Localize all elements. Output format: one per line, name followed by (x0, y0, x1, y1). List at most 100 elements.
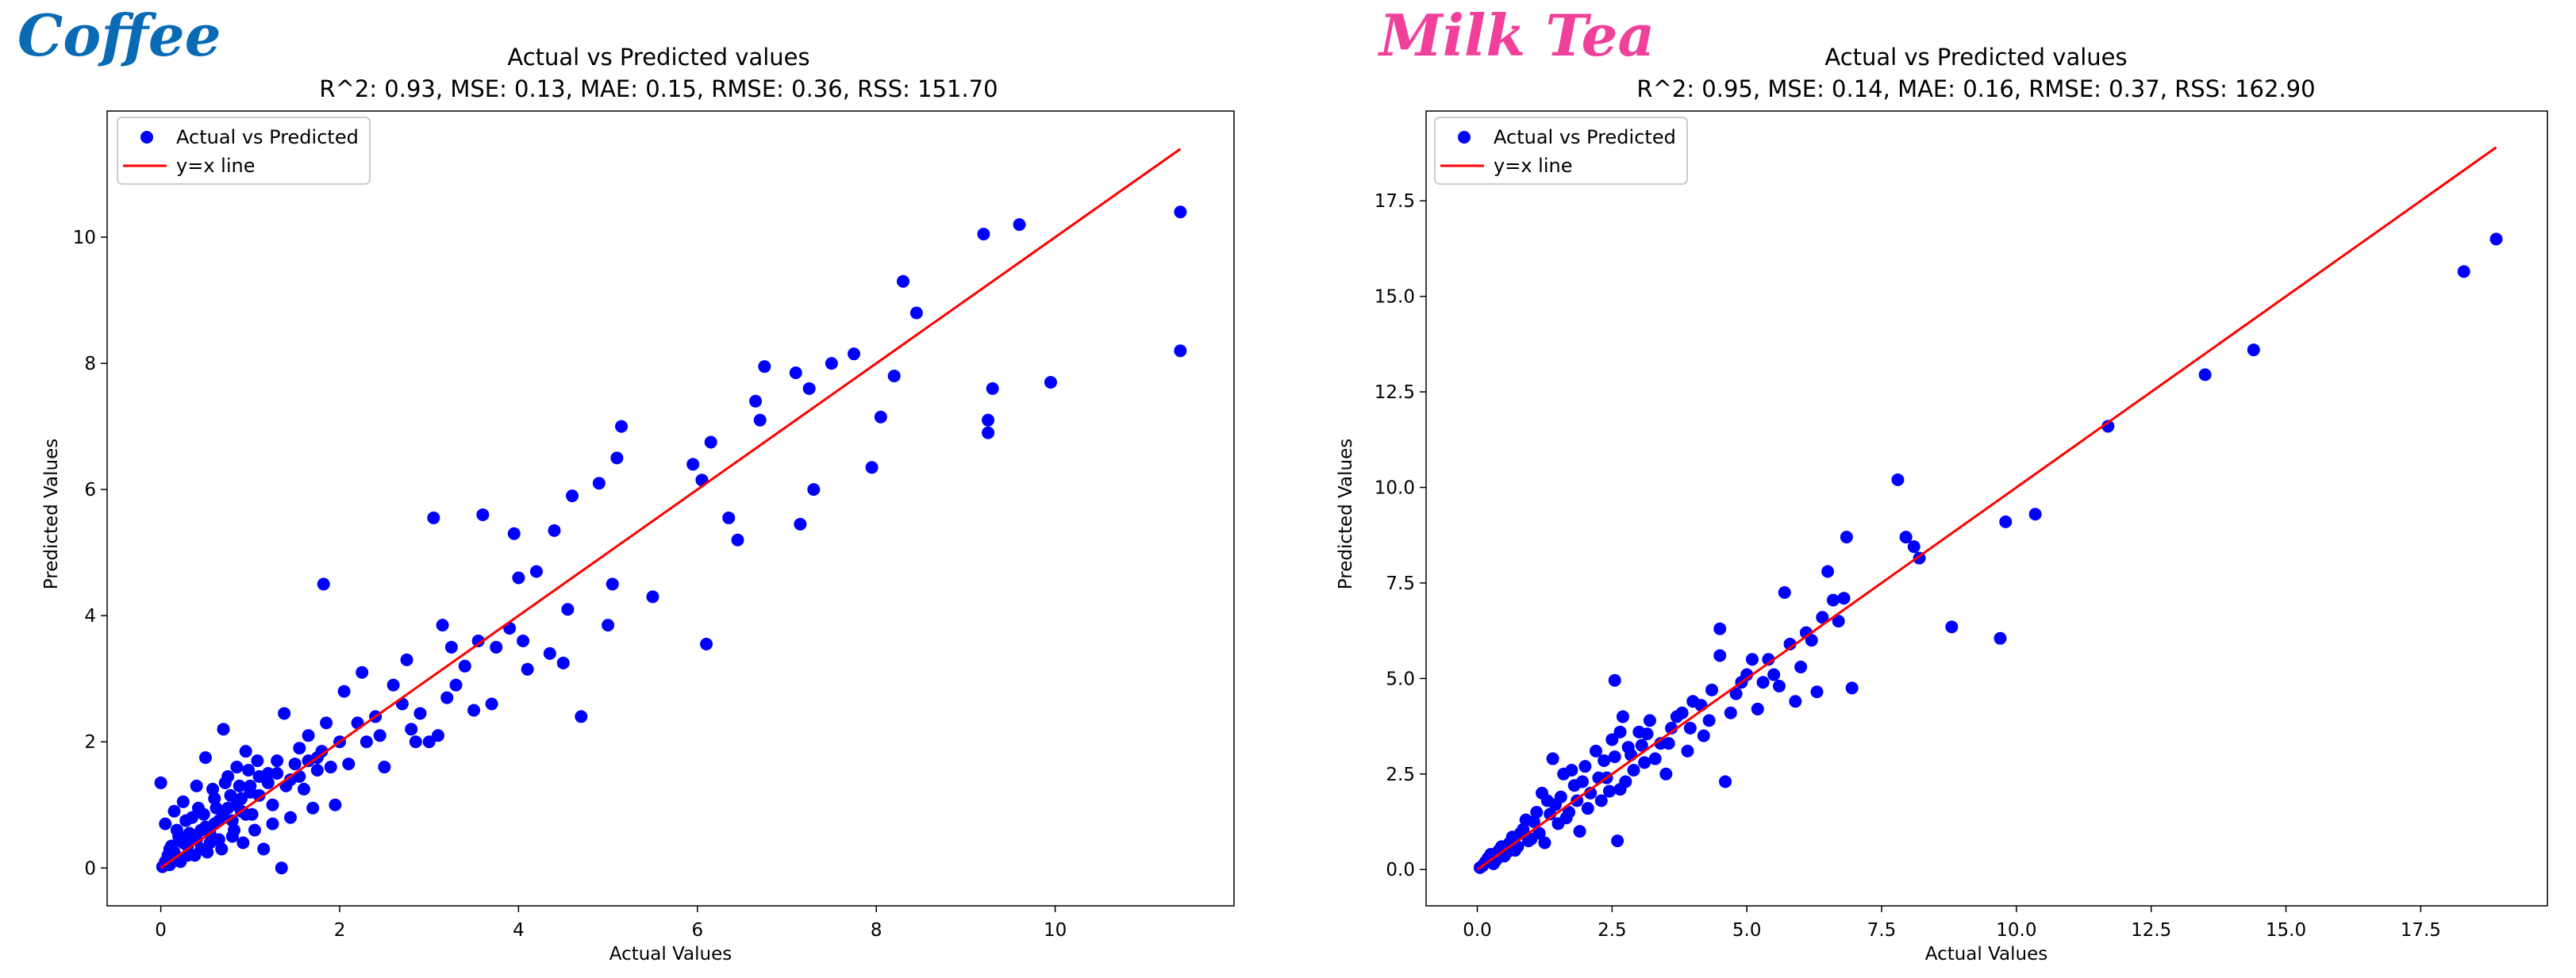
milk-tea-legend-points-label: Actual vs Predicted (1494, 126, 1676, 148)
milk-tea-data-point (1648, 752, 1662, 765)
milk-tea-data-point (1613, 725, 1627, 738)
coffee-axes-frame (106, 110, 1235, 907)
milk-tea-x-tick-label: 7.5 (1867, 920, 1897, 941)
coffee-data-point (225, 814, 239, 827)
coffee-data-point (266, 798, 279, 811)
milk-tea-data-point (1697, 729, 1710, 742)
coffee-data-point (306, 801, 320, 815)
coffee-data-point (807, 483, 821, 497)
milk-tea-y-tick-label: 12.5 (1375, 382, 1415, 403)
milk-tea-data-point (1544, 807, 1557, 821)
milk-tea-data-point (1581, 802, 1594, 815)
coffee-data-point (686, 458, 700, 471)
coffee-data-point (449, 678, 463, 692)
milk-tea-data-point (1546, 752, 1559, 765)
coffee-legend: Actual vs Predicted y=x line (117, 117, 371, 185)
coffee-data-point (324, 761, 337, 774)
milk-tea-data-point (1681, 744, 1694, 757)
milk-tea-data-point (2457, 265, 2470, 278)
milk-tea-data-point (1713, 649, 1727, 662)
milk-tea-data-point (1778, 585, 1791, 599)
coffee-x-axis-label: Actual Values (609, 944, 732, 965)
coffee-y-tick-label: 2 (84, 732, 96, 753)
coffee-data-point (218, 776, 232, 789)
milk-tea-y-tick-label: 17.5 (1375, 191, 1415, 212)
milk-tea-data-point (1594, 794, 1608, 807)
coffee-data-point (215, 842, 229, 856)
milk-tea-y-tick-label: 7.5 (1386, 573, 1415, 594)
coffee-data-point (179, 814, 193, 827)
milk-tea-data-point (1538, 836, 1551, 850)
milk-tea-data-point (1772, 680, 1786, 693)
coffee-data-point (561, 603, 575, 616)
coffee-data-point (284, 811, 298, 824)
milk-tea-data-point (1505, 830, 1519, 844)
coffee-data-point (865, 461, 879, 474)
coffee-data-point (731, 533, 744, 547)
milk-tea-data-point (1767, 668, 1781, 681)
coffee-data-point (753, 413, 767, 427)
coffee-data-point (320, 716, 333, 730)
coffee-data-point (512, 571, 525, 585)
coffee-data-point (236, 836, 250, 850)
coffee-legend-line-label: y=x line (176, 155, 255, 177)
coffee-data-point (302, 729, 315, 742)
milk-tea-data-point (1891, 473, 1905, 486)
coffee-data-point (982, 413, 995, 427)
coffee-data-point (490, 640, 503, 654)
coffee-y-tick-label: 0 (84, 858, 96, 879)
coffee-brand-label: Coffee (17, 2, 221, 69)
coffee-data-point (1174, 205, 1187, 219)
coffee-data-point (278, 707, 291, 720)
milk-tea-data-point (1608, 673, 1621, 687)
coffee-data-point (201, 846, 214, 859)
coffee-data-point (235, 792, 248, 805)
coffee-data-point (310, 764, 324, 777)
coffee-data-point (405, 723, 418, 736)
coffee-data-point (1013, 218, 1026, 232)
milk-tea-y-tick-label: 2.5 (1386, 765, 1415, 785)
coffee-data-point (271, 767, 284, 780)
milk-tea-data-point (1789, 695, 1802, 708)
coffee-data-point (592, 477, 606, 490)
coffee-data-point (228, 823, 241, 837)
milk-tea-y-axis-label: Predicted Values (1336, 439, 1356, 589)
coffee-legend-point-marker (140, 131, 153, 144)
coffee-data-point (165, 839, 179, 853)
coffee-data-point (198, 751, 212, 765)
coffee-data-point (356, 665, 369, 679)
coffee-data-point (700, 637, 713, 650)
coffee-data-point (548, 524, 561, 537)
milk-tea-legend-box (1434, 117, 1688, 185)
coffee-x-tick-label: 4 (513, 920, 525, 941)
coffee-data-point (507, 527, 521, 540)
coffee-data-point (556, 656, 570, 669)
coffee-data-point (224, 788, 237, 802)
coffee-data-point (413, 707, 427, 720)
coffee-data-point (337, 685, 351, 698)
coffee-data-point (257, 842, 271, 856)
coffee-data-point (789, 366, 802, 380)
milk-tea-x-tick-label: 10.0 (1996, 920, 2036, 941)
coffee-data-point (386, 678, 400, 692)
milk-tea-data-point (2028, 508, 2042, 521)
coffee-data-point (758, 360, 771, 374)
milk-tea-data-point (1576, 775, 1590, 788)
milk-tea-x-tick-label: 5.0 (1732, 920, 1762, 941)
coffee-data-point (359, 735, 373, 749)
coffee-data-point (977, 228, 990, 241)
milk-tea-identity-line (1476, 146, 2497, 871)
coffee-data-point (206, 782, 219, 796)
milk-tea-data-point (1659, 767, 1673, 780)
milk-tea-x-axis-label: Actual Values (1925, 944, 2048, 965)
milk-tea-data-point (1608, 750, 1621, 764)
milk-tea-data-point (1845, 681, 1859, 695)
milk-tea-data-point (1554, 790, 1567, 803)
coffee-data-point (909, 306, 923, 320)
milk-tea-data-point (1605, 733, 1619, 746)
coffee-y-tick-label: 4 (84, 606, 96, 627)
coffee-data-point (422, 735, 436, 749)
milk-tea-axes-frame (1425, 110, 2548, 907)
coffee-data-point (458, 659, 471, 673)
milk-tea-data-point (2489, 232, 2503, 246)
